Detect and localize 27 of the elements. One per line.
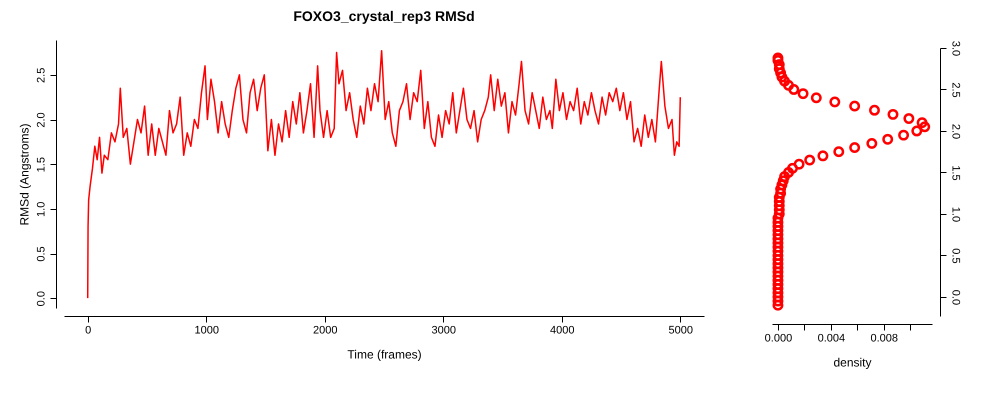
x-tick-label: 1000: [194, 324, 219, 336]
x-tick-label: 0.000: [764, 332, 792, 344]
x-tick-label: 3000: [432, 324, 456, 336]
x-tick-label: 4000: [550, 324, 575, 336]
y-tick-label: 2.0: [36, 112, 48, 128]
x-tick-label: 0.004: [818, 332, 846, 344]
y-tick-label: 1.5: [950, 165, 962, 181]
y-tick-label: 2.5: [950, 82, 962, 98]
y-tick-label: 1.5: [36, 157, 48, 172]
x-tick-label: 2000: [313, 324, 338, 336]
y-tick-label: 1.0: [36, 202, 48, 217]
y-tick-label: 1.0: [950, 206, 962, 222]
chart-title: FOXO3_crystal_rep3 RMSd: [293, 8, 475, 24]
y-axis-title: RMSd (Angstroms): [18, 123, 32, 226]
x-tick-label: 0: [85, 324, 92, 336]
x-tick-label: 5000: [668, 324, 694, 336]
x-tick-label: 0.008: [870, 332, 898, 344]
y-tick-label: 3.0: [950, 40, 962, 56]
y-tick-label: 0.5: [36, 246, 48, 262]
x-axis-title: Time (frames): [347, 348, 422, 362]
line-series: [86, 50, 682, 299]
y-tick-label: 2.5: [36, 68, 48, 83]
y-tick-label: 0.5: [950, 248, 962, 264]
y-tick-label: 0.0: [950, 290, 962, 306]
y-tick-label: 0.0: [36, 291, 48, 306]
y-tick-label: 2.0: [950, 124, 962, 140]
x-axis-title: density: [833, 356, 872, 370]
